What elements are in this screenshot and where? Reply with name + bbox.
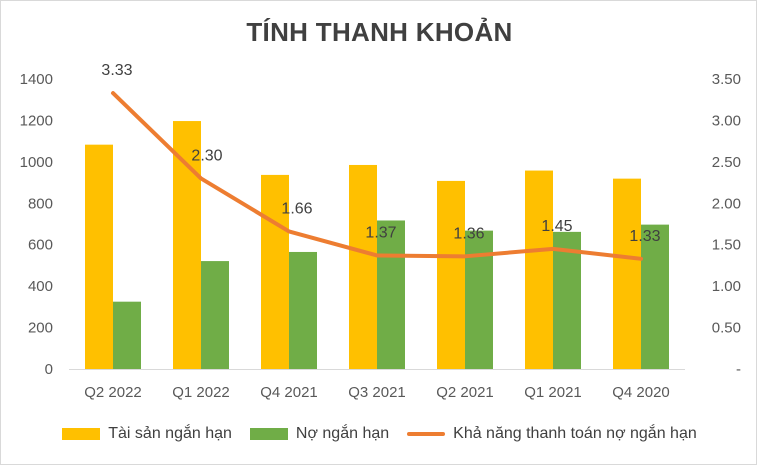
y-left-tick-label: 1200 [20,112,53,129]
legend-label-assets: Tài sản ngắn hạn [108,425,232,443]
bar-liabilities [113,302,141,369]
bar-assets [85,145,113,369]
bar-liabilities [465,231,493,369]
ratio-data-label: 1.66 [281,200,312,217]
bar-assets [525,171,553,369]
bar-assets [613,179,641,369]
x-tick-label: Q2 2022 [84,384,142,401]
y-left-tick-label: 400 [28,278,53,295]
x-tick-label: Q4 2020 [612,384,670,401]
bar-liabilities [289,252,317,369]
legend-swatch-liabilities [250,428,288,440]
x-tick-label: Q3 2021 [348,384,406,401]
x-tick-label: Q1 2021 [524,384,582,401]
bar-liabilities [641,225,669,369]
y-left-tick-label: 800 [28,195,53,212]
legend-item-ratio: Khả năng thanh toán nợ ngắn hạn [407,425,697,443]
y-right-tick-label: - [736,361,741,378]
y-left-tick-label: 200 [28,320,53,337]
y-right-tick-label: 3.00 [712,112,741,129]
y-right-tick-label: 3.50 [712,71,741,88]
bar-assets [437,181,465,369]
ratio-data-label: 1.45 [541,218,572,235]
y-left-tick-label: 1000 [20,154,53,171]
legend: Tài sản ngắn hạn Nợ ngắn hạn Khả năng th… [1,425,757,443]
y-right-tick-label: 2.00 [712,195,741,212]
legend-item-assets: Tài sản ngắn hạn [62,425,232,443]
y-right-tick-label: 1.50 [712,237,741,254]
ratio-data-label: 1.37 [365,224,396,241]
legend-swatch-assets [62,428,100,440]
legend-swatch-ratio [407,432,445,436]
bar-liabilities [201,261,229,369]
bar-liabilities [377,220,405,369]
legend-item-liabilities: Nợ ngắn hạn [250,425,389,443]
legend-label-liabilities: Nợ ngắn hạn [296,425,389,443]
ratio-data-label: 3.33 [101,62,132,79]
legend-label-ratio: Khả năng thanh toán nợ ngắn hạn [453,425,697,443]
y-right-tick-label: 0.50 [712,320,741,337]
bar-assets [349,165,377,369]
ratio-data-label: 1.36 [453,225,484,242]
x-tick-label: Q4 2021 [260,384,318,401]
x-tick-label: Q2 2021 [436,384,494,401]
y-left-tick-label: 1400 [20,71,53,88]
y-left-tick-label: 0 [45,361,53,378]
y-right-tick-label: 1.00 [712,278,741,295]
ratio-data-label: 2.30 [191,147,222,164]
x-tick-label: Q1 2022 [172,384,230,401]
ratio-data-label: 1.33 [629,228,660,245]
y-left-tick-label: 600 [28,237,53,254]
y-right-tick-label: 2.50 [712,154,741,171]
